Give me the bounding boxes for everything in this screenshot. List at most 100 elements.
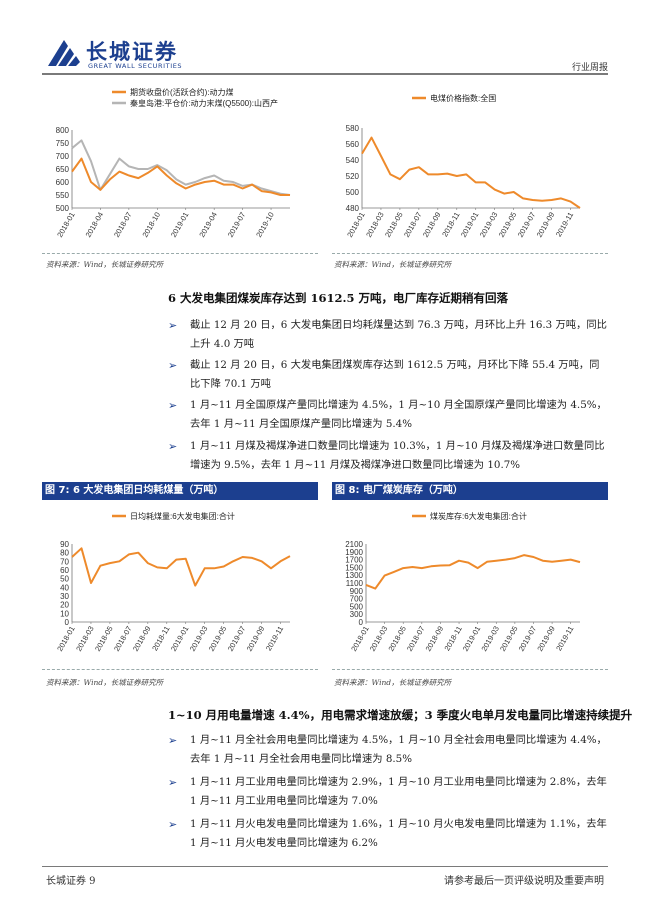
logo-wing-icon <box>48 40 80 66</box>
y-tick-label: 0 <box>65 618 70 627</box>
y-tick-label: 650 <box>56 165 70 174</box>
legend-label: 秦皇岛港:平仓价:动力末煤(Q5500):山西产 <box>130 98 278 108</box>
source-note-1: 资料来源：Wind，长城证券研究所 <box>46 260 164 269</box>
x-tick-label: 2019-01 <box>169 211 191 239</box>
y-tick-label: 1300 <box>345 571 363 580</box>
x-tick-label: 2018-07 <box>112 211 134 239</box>
x-tick-label: 2018-01 <box>55 211 77 239</box>
x-tick-label: 2019-11 <box>554 625 575 653</box>
chart-coal-inventory: 0 300 500 700 900 1100 1300 1500 1700 1900 2100 201… <box>332 504 608 670</box>
figure-title: 6 大发电集团日均耗煤量（万吨） <box>72 485 224 496</box>
y-tick-label: 800 <box>56 126 70 135</box>
bullet-item: ➢ 1 月~11 月全国原煤产量同比增速为 4.5%，1 月~10 月全国原煤产… <box>168 396 608 434</box>
bullet-item: ➢ 截止 12 月 20 日，6 大发电集团煤炭库存达到 1612.5 万吨，月… <box>168 356 608 394</box>
y-tick-label: 500 <box>56 204 70 213</box>
y-tick-label: 500 <box>350 602 364 611</box>
bullet-arrow-icon: ➢ <box>168 734 178 747</box>
y-tick-label: 540 <box>346 156 360 165</box>
legend-label: 电煤价格指数:全国 <box>430 93 496 103</box>
y-tick-label: 1100 <box>346 579 364 588</box>
figure-caption-8: 图 8: 电厂煤炭库存（万吨） <box>332 482 608 500</box>
bullet-arrow-icon: ➢ <box>168 399 178 412</box>
y-tick-label: 480 <box>346 204 360 213</box>
chart-power-coal-index: 480 500 520 540 560 580 2018-01 2018-03 2018-05 2… <box>332 82 608 254</box>
footer-page-label: 长城证券 9 <box>46 876 96 887</box>
x-tick-label: 2019-09 <box>245 625 267 653</box>
bullet-arrow-icon: ➢ <box>168 319 178 332</box>
footer-rule <box>42 866 608 867</box>
y-tick-label: 550 <box>56 191 70 200</box>
source-note-3: 资料来源：Wind，长城证券研究所 <box>46 678 164 687</box>
x-tick-label: 2018-09 <box>131 625 153 653</box>
y-tick-label: 900 <box>350 587 364 596</box>
bullet-item: ➢ 截止 12 月 20 日，6 大发电集团日均耗煤量达到 76.3 万吨，月环… <box>168 316 608 354</box>
y-tick-label: 1700 <box>345 556 363 565</box>
y-tick-label: 60 <box>60 566 69 575</box>
x-tick-label: 2019-11 <box>264 625 285 653</box>
x-tick-label: 2018-04 <box>84 211 106 239</box>
bullet-arrow-icon: ➢ <box>168 440 178 453</box>
chart-power-coal-index-svg: 4805005205405605802018-012018-032018-052… <box>345 93 581 239</box>
bullet-arrow-icon: ➢ <box>168 818 178 831</box>
x-tick-label: 2019-04 <box>197 211 219 239</box>
x-tick-label: 2019-09 <box>535 211 557 239</box>
x-tick-label: 2019-11 <box>554 210 575 238</box>
bullet-arrow-icon: ➢ <box>168 776 178 789</box>
bullet-arrow-icon: ➢ <box>168 359 178 372</box>
series-line <box>71 157 290 196</box>
y-tick-label: 560 <box>346 140 360 149</box>
figure-number: 图 8: <box>335 485 360 496</box>
x-tick-label: 2018-09 <box>421 211 443 239</box>
series-line <box>71 547 291 587</box>
chart-daily-coal-consumption: 0 10 20 30 40 50 60 70 80 90 2018-01 2018-03 2018-05… <box>42 504 318 670</box>
source-note-4: 资料来源：Wind，长城证券研究所 <box>334 678 452 687</box>
x-tick-label: 2019-10 <box>254 210 276 238</box>
header-rule <box>42 73 608 75</box>
x-tick-label: 2019-07 <box>226 211 248 239</box>
section-heading-1: 6 大发电集团煤炭库存达到 1612.5 万吨，电厂库存近期稍有回落 <box>168 291 509 305</box>
section-heading-2: 1~10 月用电量增速 4.4%，用电需求增速放缓；3 季度火电单月发电量同比增… <box>168 708 633 722</box>
y-tick-label: 750 <box>56 139 70 148</box>
y-tick-label: 70 <box>60 557 69 566</box>
y-tick-label: 1500 <box>345 563 363 572</box>
y-tick-label: 80 <box>60 549 69 558</box>
bullet-item: ➢ 1 月~11 月全社会用电量同比增速为 4.5%，1 月~10 月全社会用电… <box>168 731 608 769</box>
y-tick-label: 500 <box>346 188 360 197</box>
document-type: 行业周报 <box>571 63 608 73</box>
y-tick-label: 300 <box>350 610 364 619</box>
y-tick-label: 700 <box>56 152 70 161</box>
footer-disclaimer: 请参考最后一页评级说明及重要声明 <box>444 876 604 887</box>
y-tick-label: 1900 <box>345 548 363 557</box>
bullet-item: ➢ 1 月~11 月煤及褐煤净进口数量同比增速为 10.3%，1 月~10 月煤… <box>168 437 608 475</box>
series-line <box>365 554 581 590</box>
legend-label: 期货收盘价(活跃合约):动力煤 <box>130 87 234 97</box>
bullet-item: ➢ 1 月~11 月工业用电量同比增速为 2.9%，1 月~10 月工业用电量同… <box>168 773 608 811</box>
series-line <box>361 136 581 209</box>
y-tick-label: 600 <box>56 178 70 187</box>
y-tick-label: 90 <box>60 540 69 549</box>
y-tick-label: 30 <box>60 592 69 601</box>
y-tick-label: 50 <box>60 575 69 584</box>
y-tick-label: 10 <box>60 609 69 618</box>
y-tick-label: 40 <box>60 583 69 592</box>
y-tick-label: 0 <box>359 618 364 627</box>
source-note-2: 资料来源：Wind，长城证券研究所 <box>334 260 452 269</box>
figure-caption-7: 图 7: 6 大发电集团日均耗煤量（万吨） <box>42 482 318 500</box>
y-tick-label: 580 <box>346 124 360 133</box>
y-tick-label: 520 <box>346 172 360 181</box>
y-tick-label: 700 <box>350 595 364 604</box>
figure-number: 图 7: <box>45 485 70 496</box>
figure-title: 电厂煤炭库存（万吨） <box>362 485 463 496</box>
chart-futures-price-svg: 500 550 600 650 700 750 800 2018-01 2018-04 2018-… <box>55 87 291 239</box>
logo-text-cn: 长城证券 <box>86 40 178 64</box>
chart-futures-price: 500 550 600 650 700 750 800 2018-01 2018-04 2018-… <box>42 82 318 254</box>
y-tick-label: 2100 <box>345 540 363 549</box>
legend-label: 日均耗煤量:6大发电集团:合计 <box>130 511 235 521</box>
bullet-item: ➢ 1 月~11 月火电发电量同比增速为 1.6%，1 月~10 月火电发电量同… <box>168 815 608 853</box>
x-tick-label: 2018-10 <box>140 211 162 239</box>
y-tick-label: 20 <box>60 601 69 610</box>
legend-label: 煤炭库存:6大发电集团:合计 <box>430 511 527 521</box>
chart-daily-coal-consumption-svg: 01020304050607080902018-012018-032018-05… <box>55 511 291 653</box>
logo-text-en: GREAT WALL SECURITIES <box>88 62 183 70</box>
